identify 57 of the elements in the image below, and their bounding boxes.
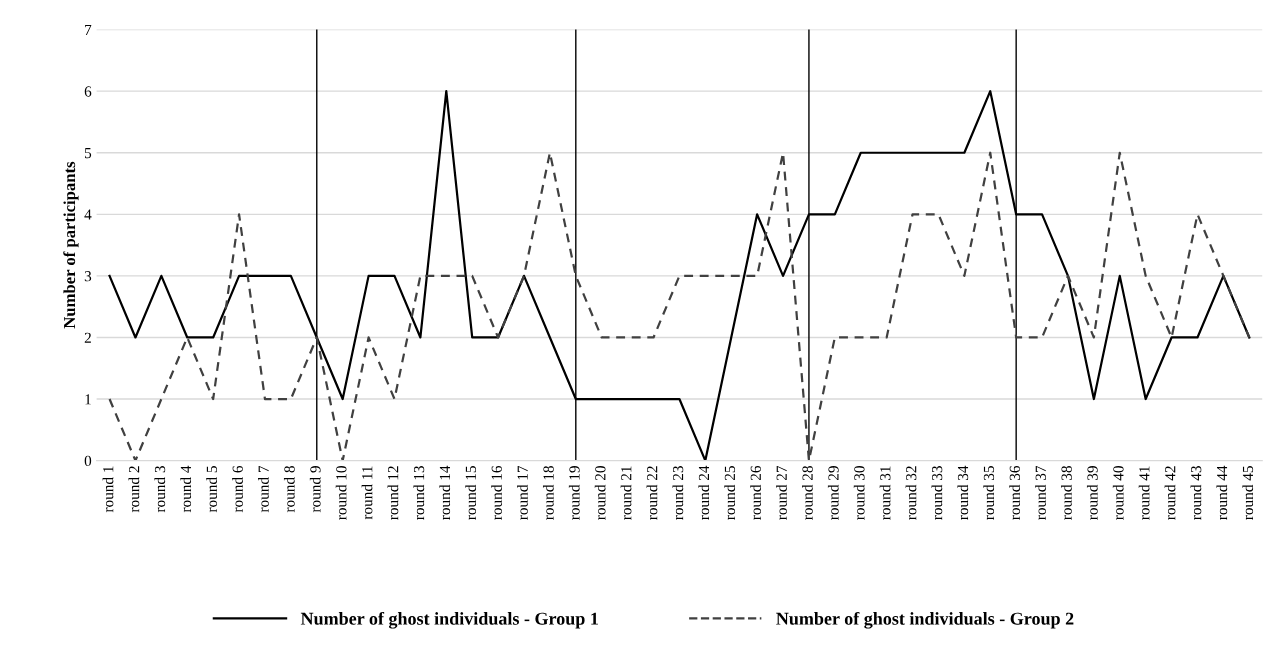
x-tick-label: round 14 (439, 465, 451, 520)
x-tick-label: round 6 (232, 465, 243, 513)
x-tick-label: round 10 (335, 466, 347, 520)
y-tick-label: 3 (84, 271, 92, 282)
x-tick-label: round 31 (879, 466, 891, 520)
legend-label: Number of ghost individuals - Group 2 (776, 611, 1074, 629)
x-tick-label: round 2 (128, 466, 140, 513)
x-tick-label: round 37 (1035, 465, 1046, 520)
x-tick-label: round 42 (1164, 466, 1176, 520)
x-tick-label: round 27 (776, 465, 787, 520)
x-tick-label: round 33 (931, 466, 943, 520)
y-tick-label: 0 (84, 455, 92, 467)
x-tick-label: round 3 (154, 466, 166, 513)
x-tick-label: round 38 (1061, 466, 1072, 520)
x-tick-label: round 21 (620, 466, 632, 520)
x-tick-label: round 19 (568, 466, 580, 520)
x-tick-label: round 11 (361, 466, 373, 520)
y-tick-label: 6 (84, 86, 92, 97)
x-tick-label: round 9 (309, 466, 321, 513)
legend-label: Number of ghost individuals - Group 1 (300, 611, 598, 629)
y-tick-label: 1 (85, 394, 91, 405)
x-tick-label: round 45 (1242, 466, 1254, 520)
x-tick-label: round 41 (1138, 466, 1150, 520)
x-tick-label: round 15 (465, 466, 477, 520)
x-tick-label: round 7 (258, 465, 269, 513)
x-tick-label: round 20 (594, 466, 606, 520)
x-tick-label: round 44 (1216, 465, 1228, 520)
x-tick-label: round 23 (672, 466, 684, 520)
x-tick-label: round 32 (905, 466, 917, 520)
y-tick-label: 2 (84, 332, 91, 343)
x-tick-label: round 34 (957, 465, 969, 520)
x-tick-label: round 43 (1190, 466, 1202, 520)
x-tick-label: round 16 (491, 465, 502, 520)
x-tick-label: round 22 (646, 466, 658, 520)
x-tick-label: round 17 (517, 465, 528, 520)
x-tick-label: round 30 (853, 466, 865, 520)
line-series (108, 151, 1251, 461)
x-tick-label: round 25 (724, 466, 736, 520)
x-tick-label: round 28 (802, 466, 813, 520)
y-axis-title: Number of participants (63, 161, 79, 329)
y-tick-label: 4 (84, 209, 92, 220)
x-tick-label: round 26 (750, 465, 761, 520)
y-tick-label: 7 (85, 24, 92, 35)
x-tick-label: round 13 (413, 466, 425, 520)
x-tick-label: round 29 (827, 466, 839, 520)
y-tick-label: 5 (84, 148, 92, 159)
x-tick-label: round 18 (542, 466, 554, 520)
x-tick-label: round 4 (180, 465, 192, 513)
x-tick-label: round 35 (983, 466, 995, 520)
x-tick-label: round 36 (1009, 465, 1020, 520)
x-tick-label: round 1 (102, 466, 114, 513)
x-tick-label: round 40 (1112, 466, 1124, 520)
x-tick-label: round 24 (698, 465, 710, 520)
x-tick-label: round 5 (206, 466, 217, 513)
x-tick-label: round 12 (387, 466, 399, 520)
x-tick-label: round 8 (283, 466, 295, 513)
x-tick-label: round 39 (1086, 466, 1098, 520)
